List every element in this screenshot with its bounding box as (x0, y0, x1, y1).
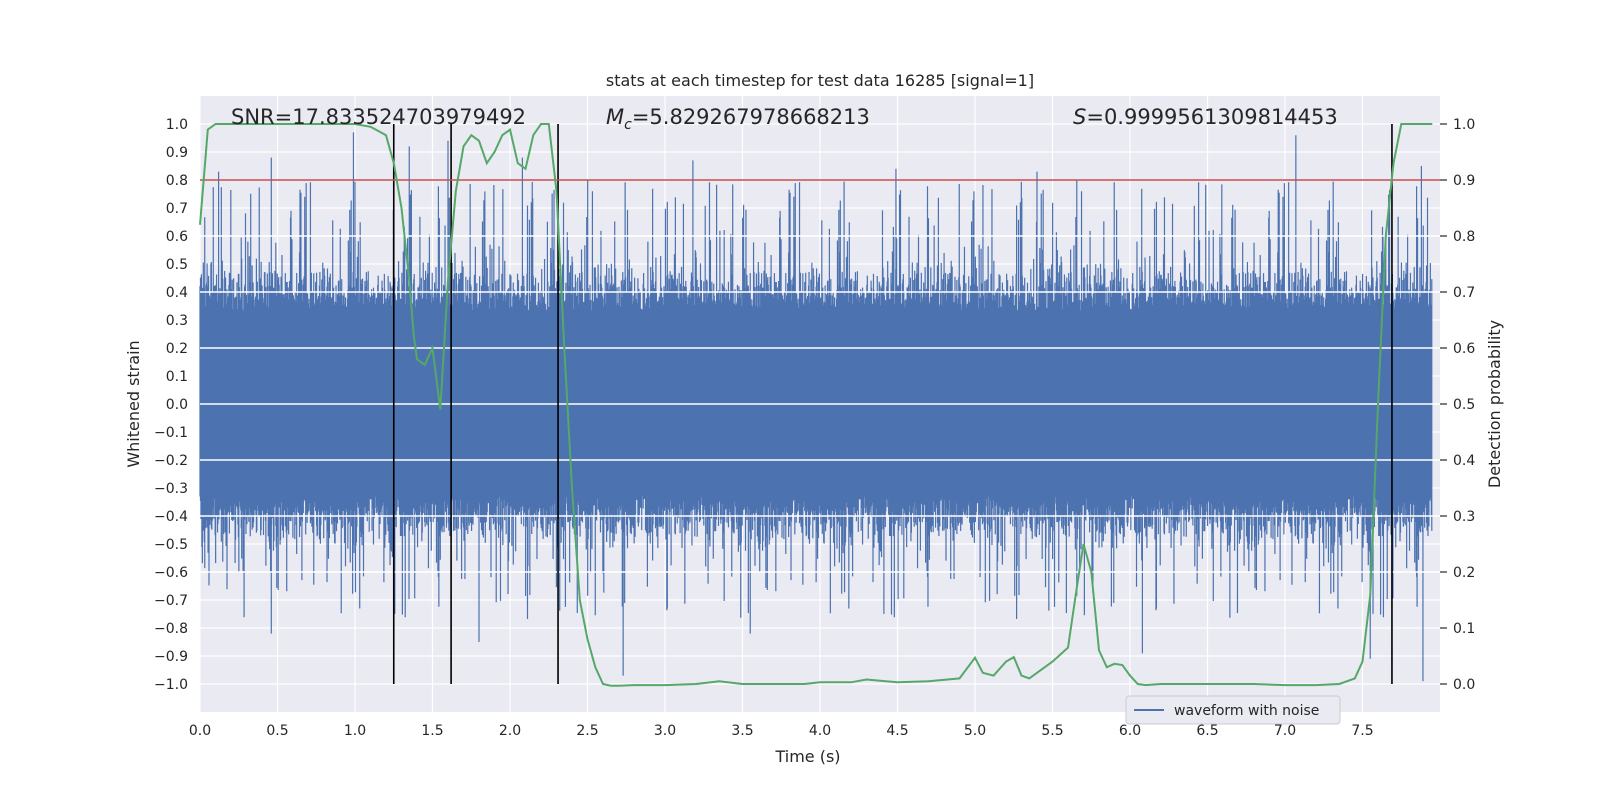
y-tick-label: −0.7 (154, 593, 188, 609)
y2-axis-title: Detection probability (1485, 320, 1504, 488)
y-tick-label: 0.8 (166, 173, 188, 189)
y2-tick-label: 0.9 (1453, 173, 1475, 189)
y-tick-label: 1.0 (166, 117, 188, 133)
legend-label: waveform with noise (1174, 703, 1319, 719)
y2-tick-label: 0.7 (1453, 285, 1475, 301)
right-axis-gridlines (200, 235, 1440, 573)
waveform-series (199, 132, 1433, 682)
y-tick-label: −0.6 (154, 565, 188, 581)
legend-box (1125, 695, 1341, 725)
y-tick-label: −1.0 (154, 677, 188, 693)
x-tick-label: 4.0 (809, 723, 831, 739)
mc-annotation: Mc=5.829267978668213 (606, 105, 870, 133)
y2-tick-label: 1.0 (1453, 117, 1475, 133)
y2-tick-label: 0.5 (1453, 397, 1475, 413)
y-tick-label: −0.8 (154, 621, 188, 637)
legend: waveform with noise (1125, 695, 1341, 725)
x-tick-label: 5.5 (1041, 723, 1063, 739)
y-tick-label: −0.3 (154, 481, 188, 497)
y2-tick-label: 0.2 (1453, 565, 1475, 581)
x-axis-title: Time (s) (774, 747, 840, 766)
detection-probability-line (199, 123, 1433, 687)
y-tick-label: 0.1 (166, 369, 188, 385)
waveform-trace (199, 132, 1433, 682)
y-tick-label: −0.5 (154, 537, 188, 553)
x-tick-label: 0.0 (189, 723, 211, 739)
y-tick-label: −0.2 (154, 453, 188, 469)
y2-tick-label: 0.6 (1453, 341, 1475, 357)
y-axis-ticks: 1.0 0.9 0.8 0.7 0.6 0.5 0.4 0.3 0.2 0.1 0.0 −0.1 −0.… (154, 117, 188, 693)
y-tick-label: 0.9 (166, 145, 188, 161)
y2-tick-label: 0.1 (1453, 621, 1475, 637)
x-tick-label: 0.5 (266, 723, 288, 739)
y2-tick-label: 0.0 (1453, 677, 1475, 693)
x-tick-label: 1.0 (344, 723, 366, 739)
y-tick-label: 0.0 (166, 397, 188, 413)
x-tick-label: 2.5 (576, 723, 598, 739)
y2-axis-ticks: 1.0 0.9 0.8 0.7 0.6 0.5 0.4 0.3 0.2 0.1 0.0 (1440, 117, 1475, 693)
y2-tick-label: 0.4 (1453, 453, 1475, 469)
x-tick-label: 2.0 (499, 723, 521, 739)
y-tick-label: 0.3 (166, 313, 188, 329)
s-value: =0.9999561309814453 (1086, 105, 1337, 129)
y-axis-title: Whitened strain (124, 340, 143, 467)
x-tick-label: 4.5 (886, 723, 908, 739)
s-annotation: S=0.9999561309814453 (1073, 105, 1338, 129)
snr-annotation: SNR=17.833524703979492 (231, 105, 526, 129)
y-tick-label: 0.5 (166, 257, 188, 273)
mc-symbol: M (606, 105, 624, 129)
mc-subscript: c (624, 117, 632, 133)
y-tick-label: 0.2 (166, 341, 188, 357)
y2-tick-label: 0.3 (1453, 509, 1475, 525)
x-axis-ticks: 0.0 0.5 1.0 1.5 2.0 2.5 3.0 3.5 4.0 4.5 5.0 5.5 6.0 6… (189, 723, 1374, 739)
x-tick-label: 7.5 (1351, 723, 1373, 739)
x-tick-label: 1.5 (421, 723, 443, 739)
y-tick-label: 0.4 (166, 285, 188, 301)
x-tick-label: 3.5 (731, 723, 753, 739)
chart-title: stats at each timestep for test data 162… (606, 71, 1034, 90)
mc-value: =5.829267978668213 (632, 105, 870, 129)
y-tick-label: −0.4 (154, 509, 188, 525)
y-tick-label: −0.9 (154, 649, 188, 665)
y2-tick-label: 0.8 (1453, 229, 1475, 245)
y-tick-label: 0.6 (166, 229, 188, 245)
s-symbol: S (1073, 105, 1086, 129)
x-tick-label: 5.0 (964, 723, 986, 739)
x-tick-label: 6.0 (1119, 723, 1141, 739)
y-tick-label: −0.1 (154, 425, 188, 441)
y-tick-label: 0.7 (166, 201, 188, 217)
x-tick-label: 7.0 (1274, 723, 1296, 739)
x-tick-label: 3.0 (654, 723, 676, 739)
x-tick-label: 6.5 (1196, 723, 1218, 739)
